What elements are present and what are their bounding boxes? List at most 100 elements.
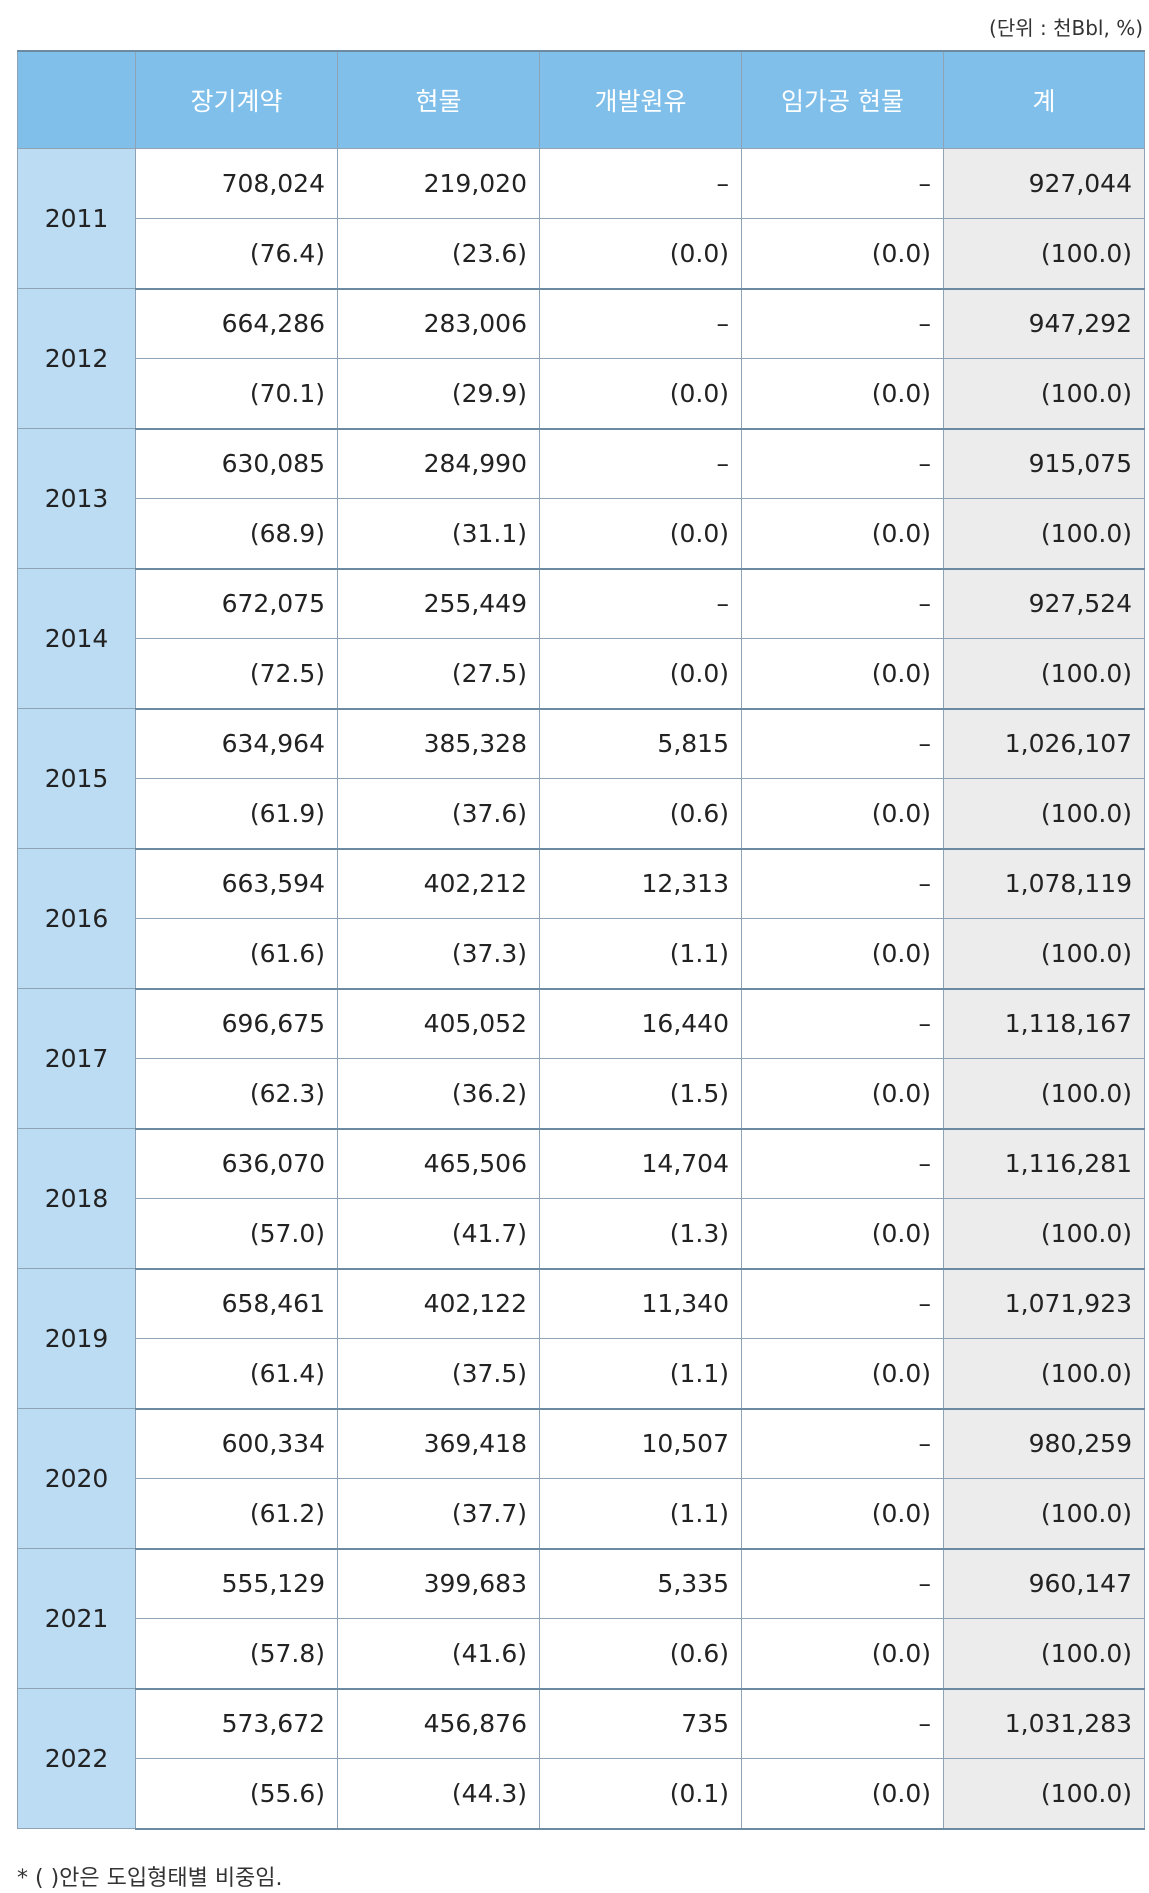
- value-cell-spot: 465,506: [337, 1128, 540, 1199]
- value-cell-processing-spot: –: [741, 148, 944, 219]
- share-cell-developed: (1.5): [539, 1058, 742, 1130]
- share-cell-long-term: (57.0): [135, 1198, 338, 1270]
- header-total: 계: [943, 50, 1145, 149]
- value-cell-spot: 402,122: [337, 1268, 540, 1339]
- table-row: (61.9) (37.6) (0.6) (0.0) (100.0): [18, 778, 1145, 850]
- share-cell-developed: (0.0): [539, 638, 742, 710]
- year-cell: 2021: [17, 1548, 136, 1689]
- table-row: (68.9) (31.1) (0.0) (0.0) (100.0): [18, 498, 1145, 570]
- value-cell-total: 947,292: [943, 288, 1145, 359]
- value-cell-spot: 284,990: [337, 428, 540, 499]
- year-cell: 2022: [17, 1688, 136, 1829]
- year-cell: 2014: [17, 568, 136, 709]
- value-cell-spot: 255,449: [337, 568, 540, 639]
- share-cell-processing-spot: (0.0): [741, 1058, 944, 1130]
- share-cell-long-term: (61.6): [135, 918, 338, 990]
- value-cell-developed: –: [539, 288, 742, 359]
- value-cell-total: 1,026,107: [943, 708, 1145, 779]
- year-cell: 2019: [17, 1268, 136, 1409]
- share-cell-total: (100.0): [943, 1058, 1145, 1130]
- value-cell-spot: 283,006: [337, 288, 540, 359]
- share-cell-long-term: (70.1): [135, 358, 338, 430]
- share-cell-total: (100.0): [943, 1198, 1145, 1270]
- share-cell-processing-spot: (0.0): [741, 498, 944, 570]
- share-cell-spot: (31.1): [337, 498, 540, 570]
- value-cell-developed: 12,313: [539, 848, 742, 919]
- share-cell-long-term: (68.9): [135, 498, 338, 570]
- share-cell-processing-spot: (0.0): [741, 778, 944, 850]
- crude-import-table: 장기계약 현물 개발원유 임가공 현물 계 2011 708,024 219,020…: [17, 50, 1145, 1830]
- value-cell-processing-spot: –: [741, 1408, 944, 1479]
- value-cell-total: 915,075: [943, 428, 1145, 499]
- table-row: 2012 664,286 283,006– –947,292: [17, 288, 1145, 429]
- share-cell-spot: (37.7): [337, 1478, 540, 1550]
- share-cell-developed: (0.6): [539, 1618, 742, 1690]
- table-row: 2017 696,675 405,052 16,440–1,118,167: [17, 988, 1145, 1129]
- share-cell-developed: (1.1): [539, 1478, 742, 1550]
- value-cell-long-term: 658,461: [135, 1268, 338, 1339]
- table-row: 2020 600,334 369,418 10,507–980,259: [17, 1408, 1145, 1549]
- value-cell-processing-spot: –: [741, 988, 944, 1059]
- value-cell-long-term: 636,070: [135, 1128, 338, 1199]
- year-cell: 2011: [17, 148, 136, 289]
- value-cell-long-term: 600,334: [135, 1408, 338, 1479]
- share-cell-total: (100.0): [943, 218, 1145, 290]
- year-cell: 2015: [17, 708, 136, 849]
- value-cell-processing-spot: –: [741, 428, 944, 499]
- share-cell-spot: (23.6): [337, 218, 540, 290]
- share-cell-long-term: (57.8): [135, 1618, 338, 1690]
- share-cell-spot: (37.5): [337, 1338, 540, 1410]
- value-cell-long-term: 664,286: [135, 288, 338, 359]
- share-cell-spot: (44.3): [337, 1758, 540, 1830]
- value-cell-total: 1,118,167: [943, 988, 1145, 1059]
- share-cell-processing-spot: (0.0): [741, 638, 944, 710]
- share-cell-spot: (37.6): [337, 778, 540, 850]
- value-cell-processing-spot: –: [741, 848, 944, 919]
- value-cell-long-term: 663,594: [135, 848, 338, 919]
- share-cell-processing-spot: (0.0): [741, 358, 944, 430]
- header-corner: [17, 50, 136, 149]
- table-row: (70.1) (29.9) (0.0) (0.0) (100.0): [18, 358, 1145, 430]
- value-cell-processing-spot: –: [741, 1128, 944, 1199]
- share-cell-processing-spot: (0.0): [741, 1198, 944, 1270]
- share-cell-long-term: (62.3): [135, 1058, 338, 1130]
- share-cell-developed: (0.0): [539, 218, 742, 290]
- table-row: 2018 636,070 465,506 14,704–1,116,281: [17, 1128, 1145, 1269]
- value-cell-developed: 5,335: [539, 1548, 742, 1619]
- year-cell: 2012: [17, 288, 136, 429]
- table-row: 2021 555,129 399,683 5,335–960,147: [17, 1548, 1145, 1689]
- share-cell-total: (100.0): [943, 1338, 1145, 1410]
- table-row: 2022 573,672 456,876 735–1,031,283: [17, 1688, 1145, 1829]
- value-cell-spot: 402,212: [337, 848, 540, 919]
- share-cell-long-term: (61.2): [135, 1478, 338, 1550]
- share-cell-processing-spot: (0.0): [741, 1758, 944, 1830]
- value-cell-long-term: 634,964: [135, 708, 338, 779]
- header-long-term: 장기계약: [135, 50, 338, 149]
- table-row: 2014 672,075 255,449– –927,524: [17, 568, 1145, 709]
- header-row: 장기계약 현물 개발원유 임가공 현물 계: [17, 50, 1145, 149]
- year-cell: 2020: [17, 1408, 136, 1549]
- table-row: (76.4) (23.6) (0.0) (0.0) (100.0): [18, 218, 1145, 290]
- value-cell-developed: 14,704: [539, 1128, 742, 1199]
- share-cell-developed: (0.0): [539, 358, 742, 430]
- header-spot: 현물: [337, 50, 540, 149]
- share-cell-spot: (37.3): [337, 918, 540, 990]
- share-cell-processing-spot: (0.0): [741, 218, 944, 290]
- share-cell-total: (100.0): [943, 1478, 1145, 1550]
- value-cell-long-term: 555,129: [135, 1548, 338, 1619]
- share-cell-long-term: (61.9): [135, 778, 338, 850]
- value-cell-processing-spot: –: [741, 288, 944, 359]
- value-cell-total: 1,116,281: [943, 1128, 1145, 1199]
- value-cell-spot: 219,020: [337, 148, 540, 219]
- year-cell: 2013: [17, 428, 136, 569]
- share-cell-developed: (0.1): [539, 1758, 742, 1830]
- share-cell-spot: (41.6): [337, 1618, 540, 1690]
- value-cell-spot: 399,683: [337, 1548, 540, 1619]
- value-cell-total: 1,031,283: [943, 1688, 1145, 1759]
- table-row: (72.5) (27.5) (0.0) (0.0) (100.0): [18, 638, 1145, 710]
- table-row: (61.4) (37.5) (1.1) (0.0) (100.0): [18, 1338, 1145, 1410]
- share-cell-long-term: (61.4): [135, 1338, 338, 1410]
- share-cell-spot: (41.7): [337, 1198, 540, 1270]
- table-row: (62.3) (36.2) (1.5) (0.0) (100.0): [18, 1058, 1145, 1130]
- value-cell-developed: 11,340: [539, 1268, 742, 1339]
